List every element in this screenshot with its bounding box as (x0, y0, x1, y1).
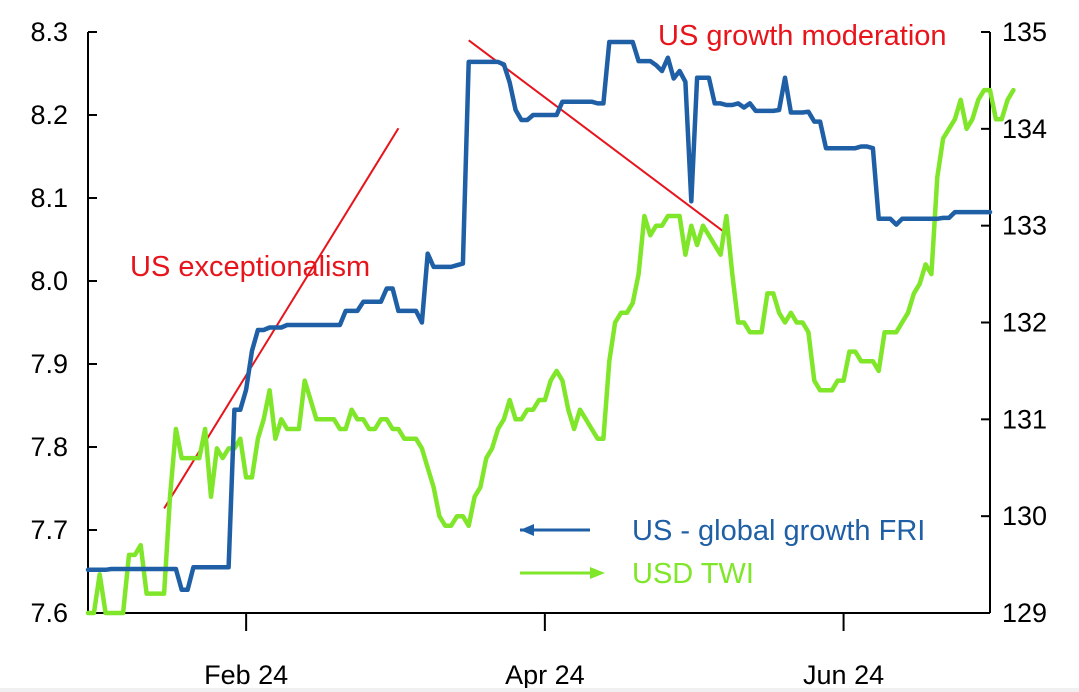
x-axis-tick-label: Jun 24 (803, 660, 884, 690)
left-axis-tick-label: 7.9 (30, 349, 68, 379)
right-axis-tick-label: 133 (1002, 211, 1047, 241)
chart-annotations: US exceptionalism US growth moderation (130, 20, 947, 509)
left-axis-tick-label: 7.6 (30, 598, 68, 628)
left-axis-tick-label: 8.1 (30, 183, 68, 213)
legend-entry: USD TWI (520, 558, 754, 590)
bottom-scroll-strip (0, 688, 1079, 692)
left-axis-tick-label: 7.8 (30, 432, 68, 462)
chart-series-lines (85, 39, 1016, 616)
right-axis-tick-label: 132 (1002, 308, 1047, 338)
legend-label: USD TWI (632, 558, 754, 590)
x-axis-tick-label: Apr 24 (505, 660, 585, 690)
x-axis-tick-label: Feb 24 (204, 660, 288, 690)
series-line-fri (85, 39, 993, 593)
left-axis-tick-label: 8.0 (30, 266, 68, 296)
annotation-trend-line (468, 39, 728, 235)
right-axis-tick-label: 134 (1002, 114, 1047, 144)
right-axis-tick-label: 131 (1002, 404, 1047, 434)
series-line-usd-twi (85, 87, 1016, 616)
right-axis-tick-label: 129 (1002, 598, 1047, 628)
annotation-label: US growth moderation (658, 20, 947, 52)
legend-label: US - global growth FRI (632, 515, 925, 547)
left-axis-tick-label: 8.2 (30, 100, 68, 130)
chart-axes: 7.6 7.7 7.8 7.9 8.0 8.1 8.2 8.3 129 130 131 132 133 1… (30, 17, 1047, 690)
right-axis-tick-label: 135 (1002, 17, 1047, 47)
right-axis-tick-label: 130 (1002, 501, 1047, 531)
left-axis-tick-label: 8.3 (30, 17, 68, 47)
legend-arrow-marker (590, 567, 605, 579)
legend-entry: US - global growth FRI (520, 515, 925, 547)
annotation-label: US exceptionalism (130, 251, 370, 283)
chart-legend: US - global growth FRI USD TWI (520, 515, 925, 590)
left-axis-tick-label: 7.7 (30, 515, 68, 545)
legend-arrow-marker (520, 524, 534, 536)
